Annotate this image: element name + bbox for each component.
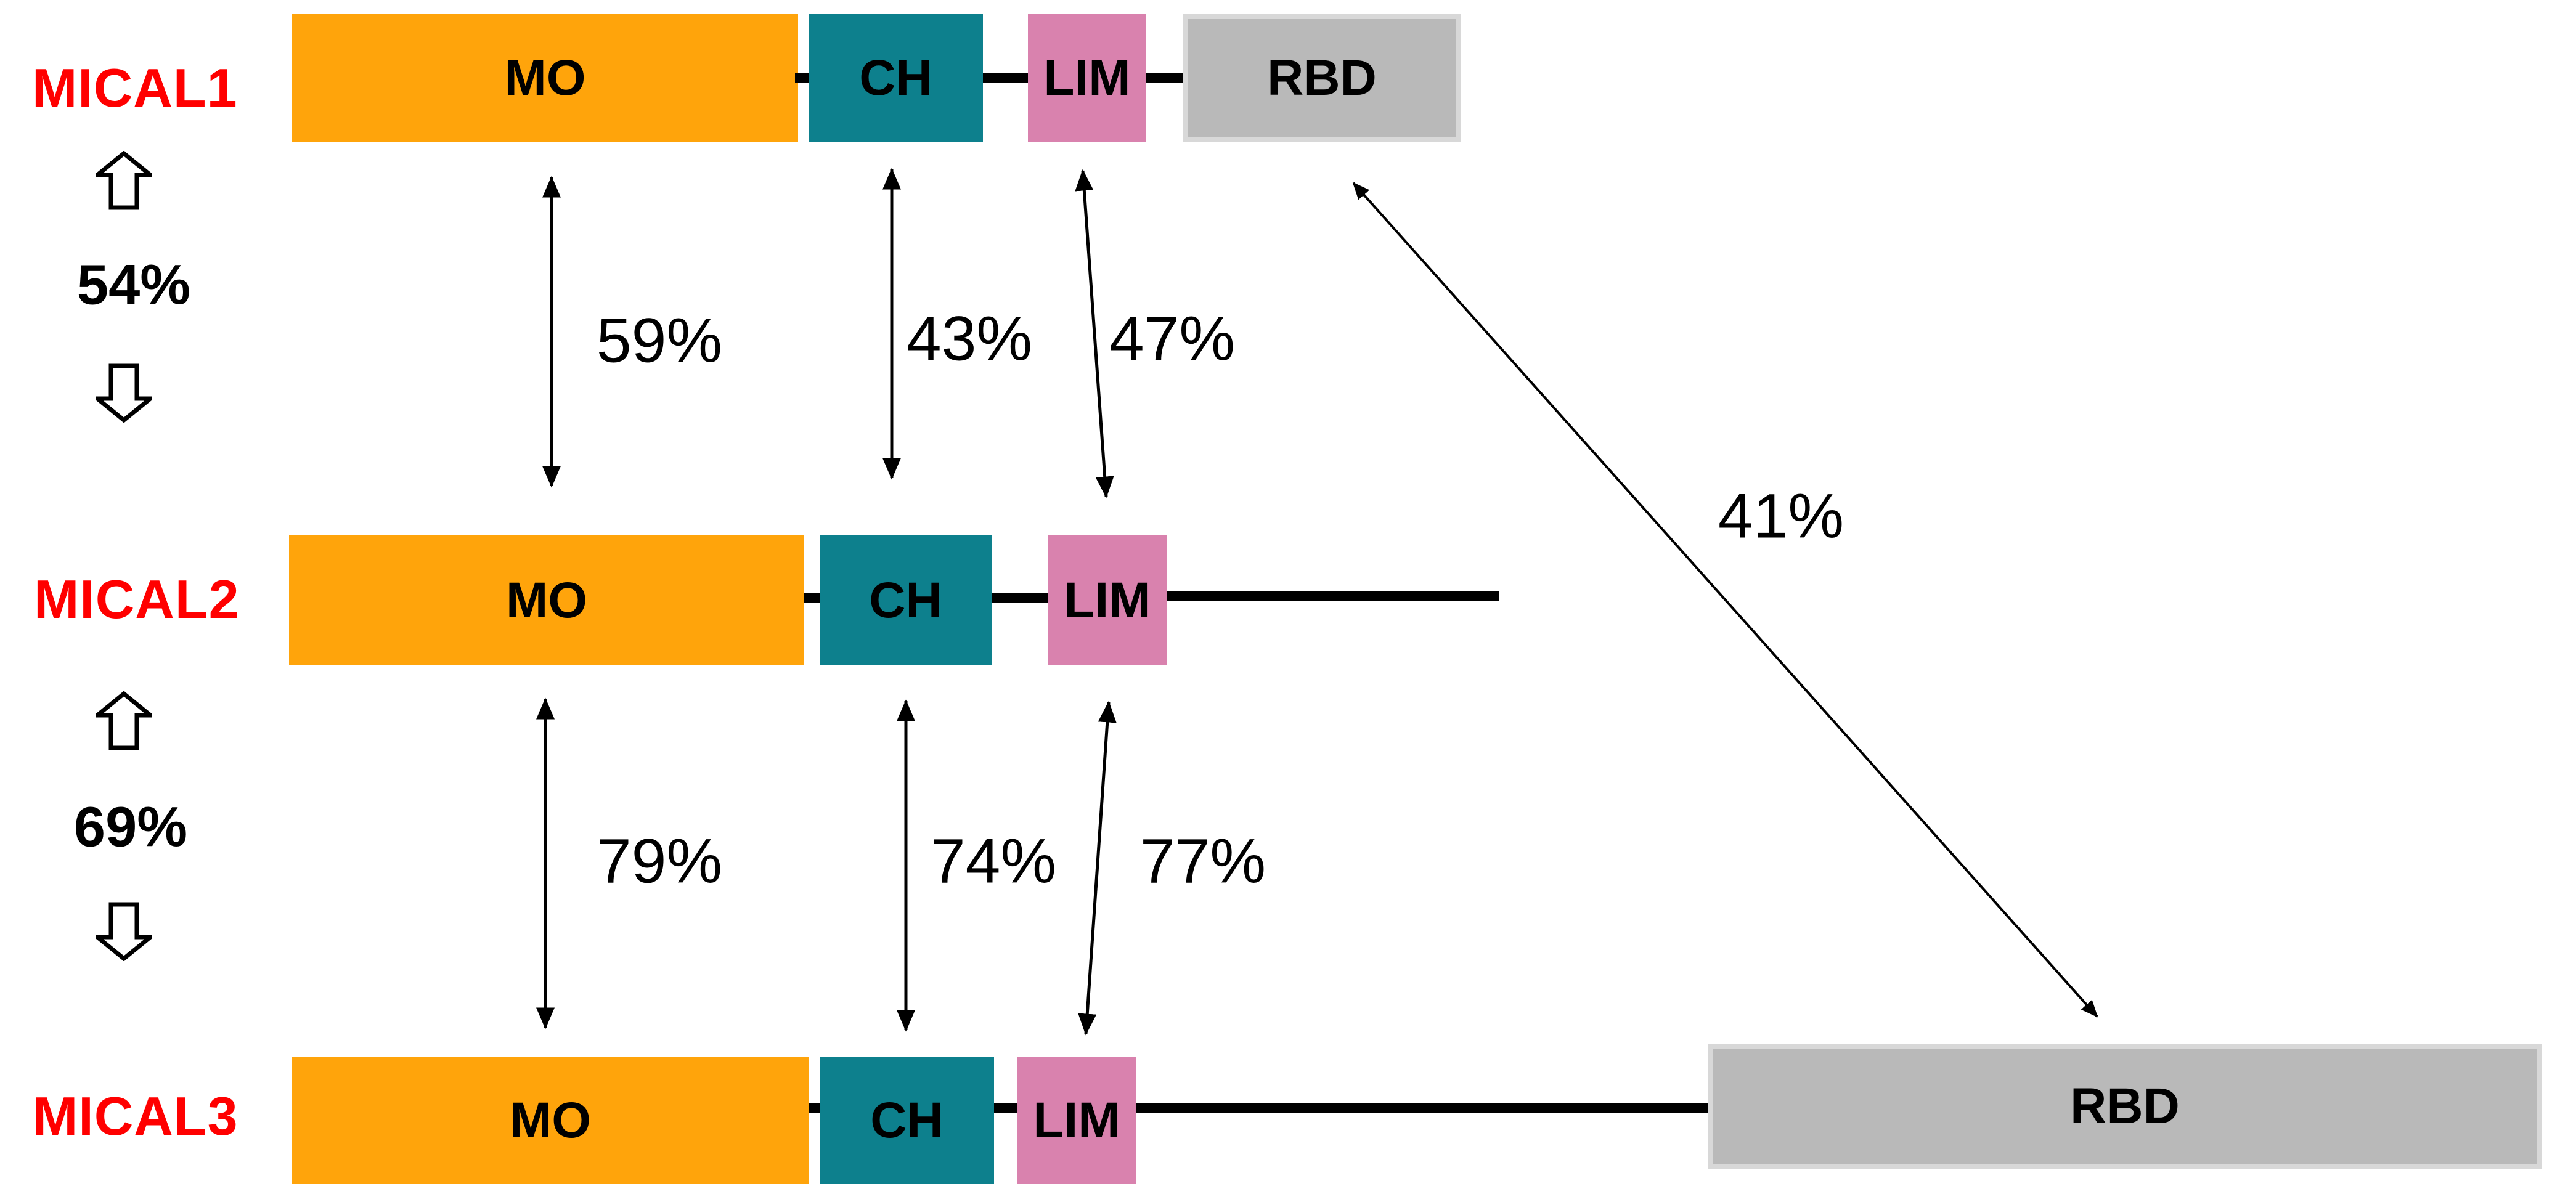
mical2-mo-label: MO [505, 572, 588, 628]
down-block-arrow-mical1-mical2 [96, 363, 152, 423]
mical3-lim-rbd-linker-line [1136, 1103, 1708, 1113]
lim-identity-value-mical2-mical3: 77% [1139, 826, 1266, 896]
rbd-identity-value-mical1-mical3: 41% [1718, 481, 1844, 551]
mical1-mo-domain: MO [292, 14, 798, 142]
mical2-mo-ch-linker [804, 593, 820, 603]
mical1-rbd-label: RBD [1267, 49, 1377, 106]
mical2-lim-label: LIM [1064, 572, 1151, 628]
mical2-ch-domain: CH [820, 535, 992, 665]
mical3-mo-label: MO [509, 1092, 592, 1148]
mical3-lim-domain: LIM [1017, 1057, 1136, 1184]
mical1-mo-ch-linker [795, 73, 810, 83]
mical1-lim-rbd-linker [1146, 73, 1183, 83]
mical1-rbd-domain: RBD [1183, 14, 1461, 142]
lim-identity-arrow-mical1-mical2 [1075, 169, 1114, 498]
mical3-ch-label: CH [870, 1092, 944, 1148]
ch-identity-value-mical1-mical2: 43% [906, 303, 1033, 374]
overall-identity-value-mical1-mical2: 54% [76, 253, 191, 317]
mical2-ch-label: CH [869, 572, 942, 628]
mical3-lim-label: LIM [1033, 1092, 1120, 1148]
mical1-mo-label: MO [504, 49, 586, 106]
protein-label-mical1: MICAL1 [32, 57, 238, 118]
protein-label-mical3: MICAL3 [33, 1086, 238, 1147]
rbd-identity-arrow-mical1-mical3 [1352, 182, 2098, 1018]
mical2-mo-domain: MO [289, 535, 804, 665]
overall-identity-value-mical2-mical3: 69% [73, 795, 188, 859]
up-block-arrow-mical2-mical3 [96, 691, 152, 750]
mical1-ch-label: CH [859, 49, 932, 106]
mical3-ch-lim-linker [994, 1103, 1017, 1113]
mical1-ch-domain: CH [809, 14, 983, 142]
lim-identity-value-mical1-mical2: 47% [1109, 303, 1236, 374]
mo-identity-value-mical1-mical2: 59% [596, 305, 723, 376]
protein-label-mical2: MICAL2 [34, 569, 240, 630]
mical1-lim-label: LIM [1043, 49, 1131, 106]
mical1-ch-lim-linker [983, 73, 1028, 83]
mical3-ch-domain: CH [820, 1057, 994, 1184]
mical2-lim-domain: LIM [1048, 535, 1167, 665]
mical1-lim-domain: LIM [1028, 14, 1146, 142]
mical3-rbd-domain: RBD [1708, 1044, 2542, 1169]
mical3-rbd-label: RBD [2070, 1078, 2180, 1134]
mo-identity-value-mical2-mical3: 79% [596, 826, 723, 896]
up-block-arrow-mical1-mical2 [96, 151, 152, 210]
mical3-mo-ch-linker [809, 1103, 820, 1113]
ch-identity-value-mical2-mical3: 74% [930, 826, 1057, 896]
mical2-ch-lim-linker [992, 593, 1048, 603]
lim-identity-arrow-mical2-mical3 [1078, 700, 1117, 1036]
mical3-mo-domain: MO [292, 1057, 809, 1184]
down-block-arrow-mical2-mical3 [96, 902, 152, 961]
